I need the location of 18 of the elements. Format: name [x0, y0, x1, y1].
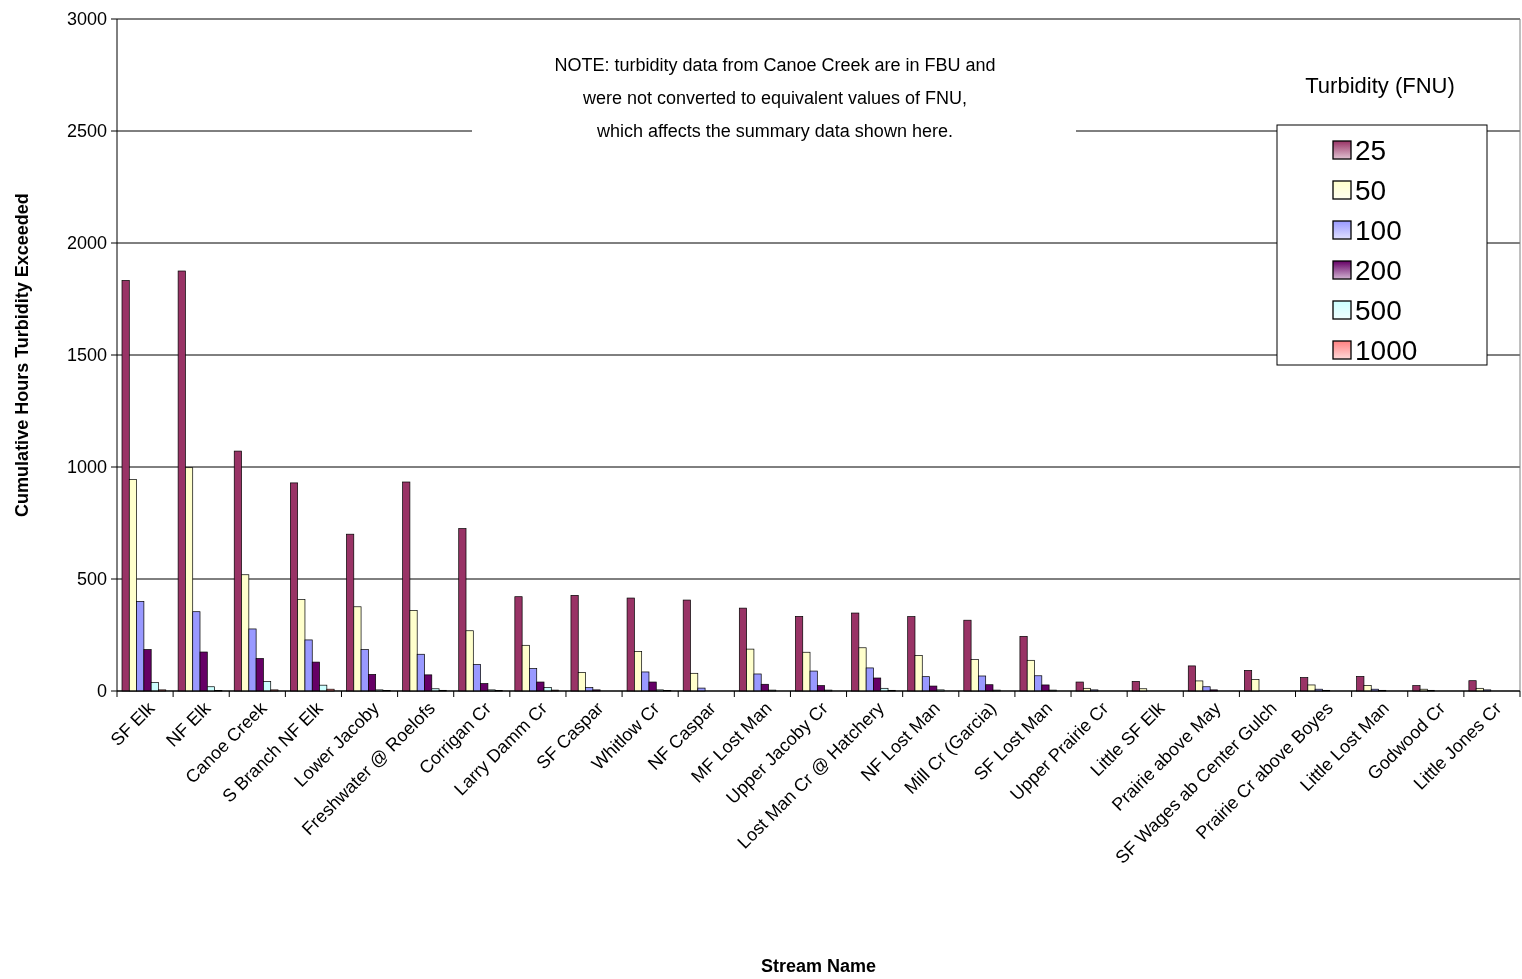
y-tick-label: 500 [76, 569, 107, 590]
y-axis-title: Cumulative Hours Turbidity Exceeded [12, 193, 32, 517]
y-tick-label: 3000 [66, 9, 107, 30]
legend-label: 100 [1355, 214, 1402, 246]
legend-label: 50 [1355, 174, 1387, 206]
y-tick-label: 0 [96, 681, 107, 702]
x-tick-label: SF Elk [106, 697, 160, 750]
x-axis-title: Stream Name [760, 956, 877, 976]
y-tick-label: 2500 [66, 121, 107, 142]
annotation: NOTE: turbidity data from Canoe Creek are in FBU and were not converted to equivalent values of FNU, which affects the summary data shown here. [554, 55, 996, 141]
legend-label: 1000 [1355, 334, 1418, 366]
y-tick-label: 1000 [66, 457, 107, 478]
legend-title: Turbidity (FNU) [1305, 73, 1455, 98]
y-tick-label: 2000 [66, 233, 107, 254]
legend-label: 25 [1355, 134, 1387, 166]
y-tick-label: 1500 [66, 345, 107, 366]
legend-label: 200 [1355, 254, 1402, 286]
legend-label: 500 [1355, 294, 1402, 326]
